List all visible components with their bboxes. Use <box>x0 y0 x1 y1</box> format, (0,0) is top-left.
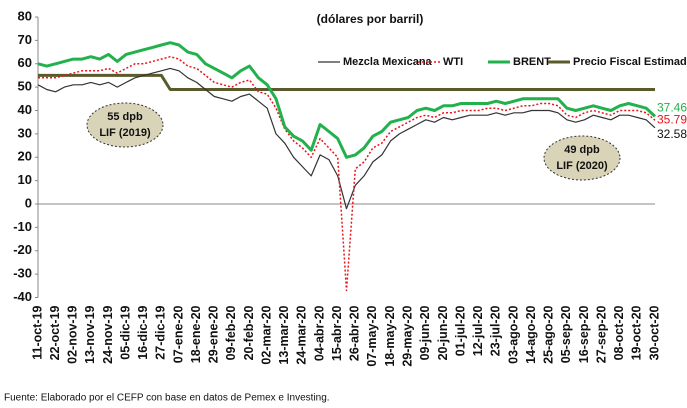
series-line <box>38 73 655 91</box>
y-tick-label: 80 <box>18 8 32 23</box>
x-tick-label: 07-ene-20 <box>171 305 185 363</box>
x-tick-label: 08-oct-20 <box>612 305 626 360</box>
x-tick-label: 03-ago-20 <box>506 305 520 363</box>
x-tick-label: 18-may-20 <box>383 305 397 366</box>
x-tick-label: 29-ene-20 <box>207 305 221 363</box>
end-label: 35.79 <box>657 113 687 127</box>
x-tick-label: 12-jul-20 <box>471 305 485 356</box>
subtitle: (dólares por barril) <box>317 12 424 26</box>
legend-label: Mezcla Mexicana <box>343 56 433 68</box>
x-tick-label: 13-nov-19 <box>83 305 97 363</box>
y-tick-label: 10 <box>18 172 32 187</box>
end-label: 32.58 <box>657 127 687 141</box>
x-tick-label: 20-feb-20 <box>242 305 256 360</box>
x-tick-label: 24-nov-19 <box>101 305 115 363</box>
x-tick-label: 09-feb-20 <box>224 305 238 360</box>
x-tick-label: 13-mar-20 <box>277 305 291 364</box>
series-line <box>38 55 656 292</box>
x-tick-label: 30-oct-20 <box>647 305 661 360</box>
legend-label: Precio Fiscal Estimado <box>573 56 687 68</box>
x-tick-label: 01-jul-20 <box>453 305 467 356</box>
x-tick-label: 25-ago-20 <box>542 305 556 363</box>
annotation-bubble <box>543 135 621 181</box>
legend-label: BRENT <box>513 56 551 68</box>
x-tick-label: 11-oct-19 <box>30 305 44 359</box>
y-tick-label: 70 <box>18 32 32 47</box>
y-tick-label: 20 <box>18 149 32 164</box>
x-tick-label: 27-sep-20 <box>594 305 608 363</box>
annotation-text: LIF (2019) <box>99 127 151 139</box>
x-tick-label: 05-sep-20 <box>559 305 573 363</box>
annotation-bubble <box>86 102 164 148</box>
x-tick-label: 27-dic-19 <box>154 305 168 359</box>
y-tick-label: -20 <box>13 242 32 257</box>
x-tick-label: 26-abr-20 <box>348 305 362 361</box>
y-tick-label: -40 <box>13 289 32 304</box>
x-tick-label: 04-abr-20 <box>312 305 326 361</box>
series-line <box>37 67 656 210</box>
x-tick-label: 09-jun-20 <box>418 305 432 360</box>
annotation-text: LIF (2020) <box>556 160 608 172</box>
source-note: Fuente: Elaborado por el CEFP con base e… <box>4 393 330 404</box>
x-tick-label: 05-dic-19 <box>118 305 132 359</box>
x-tick-label: 14-ago-20 <box>524 305 538 363</box>
y-tick-label: -10 <box>13 219 32 234</box>
annotation-text: 49 dpb <box>564 144 600 156</box>
x-tick-label: 02-nov-19 <box>66 305 80 363</box>
end-label: 37.46 <box>657 101 687 115</box>
y-tick-label: -30 <box>13 266 32 281</box>
y-tick-label: 0 <box>25 195 32 210</box>
x-tick-label: 16-dic-19 <box>136 305 150 359</box>
y-tick-label: 50 <box>18 79 32 94</box>
x-tick-label: 16-sep-20 <box>577 305 591 363</box>
x-tick-label: 22-oct-19 <box>48 305 62 360</box>
annotation-text: 55 dpb <box>107 111 143 123</box>
x-tick-label: 20-jun-20 <box>436 305 450 360</box>
legend-label: WTI <box>443 56 463 68</box>
series-line <box>37 41 657 159</box>
x-tick-label: 02-mar-20 <box>259 305 273 364</box>
x-tick-label: 07-may-20 <box>365 305 379 366</box>
x-tick-label: 29-may-20 <box>400 305 414 366</box>
x-tick-label: 15-abr-20 <box>330 305 344 361</box>
x-tick-label: 23-jul-20 <box>489 305 503 356</box>
y-tick-label: 40 <box>18 102 32 117</box>
y-tick-label: 30 <box>18 125 32 140</box>
x-tick-label: 19-oct-20 <box>630 305 644 360</box>
y-tick-label: 60 <box>18 55 32 70</box>
x-tick-label: 18-ene-20 <box>189 305 203 363</box>
x-tick-label: 24-mar-20 <box>295 305 309 364</box>
